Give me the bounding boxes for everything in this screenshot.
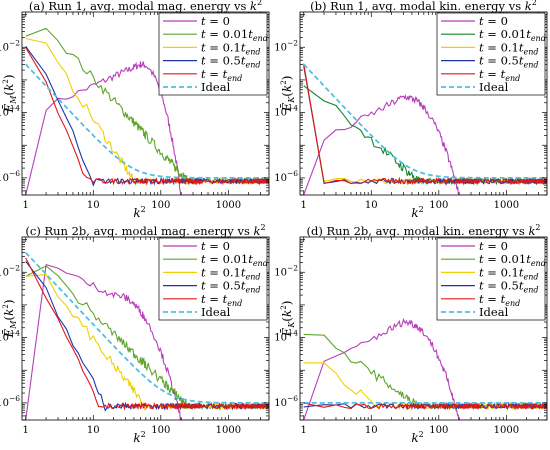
y-tick-label: 10−2 bbox=[274, 263, 298, 278]
x-tick-label: 100 bbox=[429, 200, 448, 211]
legend-label: t = tend bbox=[201, 67, 242, 83]
series-group bbox=[25, 27, 269, 195]
panel-title: (a) Run 1, avg. modal mag. energy vs k2 bbox=[29, 0, 262, 13]
series-line-t4 bbox=[25, 257, 269, 411]
series-line-ideal bbox=[25, 251, 269, 404]
x-tick-label: 1000 bbox=[494, 425, 519, 436]
legend-label: Ideal bbox=[479, 80, 509, 94]
panel-title: (d) Run 2b, avg. modal kin. energy vs k2 bbox=[306, 223, 540, 238]
legend-box bbox=[158, 237, 268, 321]
y-tick-label: 10−4 bbox=[274, 104, 298, 119]
x-tick-label: 1 bbox=[301, 425, 307, 436]
x-tick-label: 1 bbox=[301, 200, 307, 211]
x-tick-label: 1000 bbox=[494, 200, 519, 211]
legend-label: t = 0.01tend bbox=[479, 252, 546, 268]
legend-label: t = 0 bbox=[479, 239, 508, 253]
x-tick-label: 10 bbox=[87, 425, 100, 436]
legend-box bbox=[436, 237, 546, 321]
legend-label: Ideal bbox=[201, 305, 231, 319]
series-line-ideal bbox=[303, 63, 547, 179]
legend-box bbox=[158, 12, 268, 96]
y-tick-label: 10−6 bbox=[274, 394, 298, 409]
legend-label: t = tend bbox=[479, 292, 520, 308]
legend-label: t = 0 bbox=[479, 14, 508, 28]
series-line-t4 bbox=[25, 47, 269, 186]
x-tick-label: 10 bbox=[87, 200, 100, 211]
panel-title: (c) Run 2b, avg. modal mag. energy vs k2 bbox=[25, 223, 265, 238]
x-tick-label: 10 bbox=[365, 200, 378, 211]
legend-label: t = 0.01tend bbox=[201, 27, 268, 43]
y-tick-label: 10−2 bbox=[274, 38, 298, 53]
legend-label: Ideal bbox=[479, 305, 509, 319]
series-line-t0 bbox=[25, 263, 269, 420]
y-axis-label: ĒK(k2) bbox=[279, 76, 296, 113]
x-tick-label: 1 bbox=[23, 200, 29, 211]
y-tick-label: 10−6 bbox=[274, 169, 298, 184]
legend-label: t = 0.1tend bbox=[201, 265, 261, 281]
legend-box bbox=[436, 12, 546, 96]
series-line-t4 bbox=[303, 401, 547, 411]
legend-label: Ideal bbox=[201, 80, 231, 94]
legend-label: t = 0.5tend bbox=[479, 279, 539, 295]
series-group bbox=[25, 251, 269, 420]
legend-label: t = 0 bbox=[201, 239, 230, 253]
legend-label: t = 0 bbox=[201, 14, 230, 28]
panel-c: 1 10 100 1000 10−6 10−4 10−2 (c) Run 2b, avg. m… bbox=[0, 223, 270, 445]
legend-label: t = 0.1tend bbox=[479, 265, 539, 281]
legend-label: t = 0.5tend bbox=[479, 54, 539, 70]
series-line-ideal bbox=[25, 63, 269, 179]
legend-label: t = 0.1tend bbox=[201, 40, 261, 56]
legend-label: t = 0.1tend bbox=[479, 40, 539, 56]
y-axis-label: ĒM(k2) bbox=[1, 74, 18, 113]
legend-label: t = tend bbox=[201, 292, 242, 308]
x-axis-label: k2 bbox=[133, 430, 145, 445]
y-tick-label: 10−4 bbox=[0, 104, 20, 119]
x-axis-label: k2 bbox=[133, 205, 145, 220]
series-line-t0 bbox=[303, 317, 547, 420]
x-axis-label: k2 bbox=[411, 430, 423, 445]
x-axis-label: k2 bbox=[411, 205, 423, 220]
series-line-t4 bbox=[303, 63, 547, 186]
panel-a: 1 10 100 1000 10−6 10−4 10−2 (a) Run 1, avg. mo… bbox=[0, 0, 270, 220]
x-tick-label: 100 bbox=[151, 425, 170, 436]
x-tick-label: 1 bbox=[23, 425, 29, 436]
x-tick-label: 10 bbox=[365, 425, 378, 436]
legend-label: t = 0.5tend bbox=[201, 279, 261, 295]
series-group bbox=[303, 317, 547, 420]
x-tick-label: 100 bbox=[429, 425, 448, 436]
y-tick-label: 10−2 bbox=[0, 38, 20, 53]
panel-d: 1 10 100 1000 10−6 10−4 10−2 (d) Run 2b, avg. m… bbox=[274, 223, 548, 445]
series-line-t0 bbox=[303, 94, 547, 195]
y-axis-label: ĒK(k2) bbox=[279, 301, 296, 338]
series-line-t0 bbox=[25, 61, 269, 195]
y-axis-label: ĒM(k2) bbox=[1, 299, 18, 338]
y-tick-label: 10−6 bbox=[0, 169, 20, 184]
legend-label: t = 0.01tend bbox=[201, 252, 268, 268]
x-tick-label: 1000 bbox=[216, 425, 241, 436]
y-tick-label: 10−6 bbox=[0, 394, 20, 409]
legend-label: t = 0.5tend bbox=[201, 54, 261, 70]
x-tick-label: 1000 bbox=[216, 200, 241, 211]
y-tick-label: 10−2 bbox=[0, 263, 20, 278]
x-tick-label: 100 bbox=[151, 200, 170, 211]
series-group bbox=[303, 63, 547, 195]
legend-label: t = 0.01tend bbox=[479, 27, 546, 43]
y-tick-label: 10−4 bbox=[0, 329, 20, 344]
panel-b: 1 10 100 1000 10−6 10−4 10−2 (b) Run 1, avg. mo… bbox=[274, 0, 548, 220]
y-tick-label: 10−4 bbox=[274, 329, 298, 344]
panel-title: (b) Run 1, avg. modal kin. energy vs k2 bbox=[310, 0, 537, 13]
legend-label: t = tend bbox=[479, 67, 520, 83]
